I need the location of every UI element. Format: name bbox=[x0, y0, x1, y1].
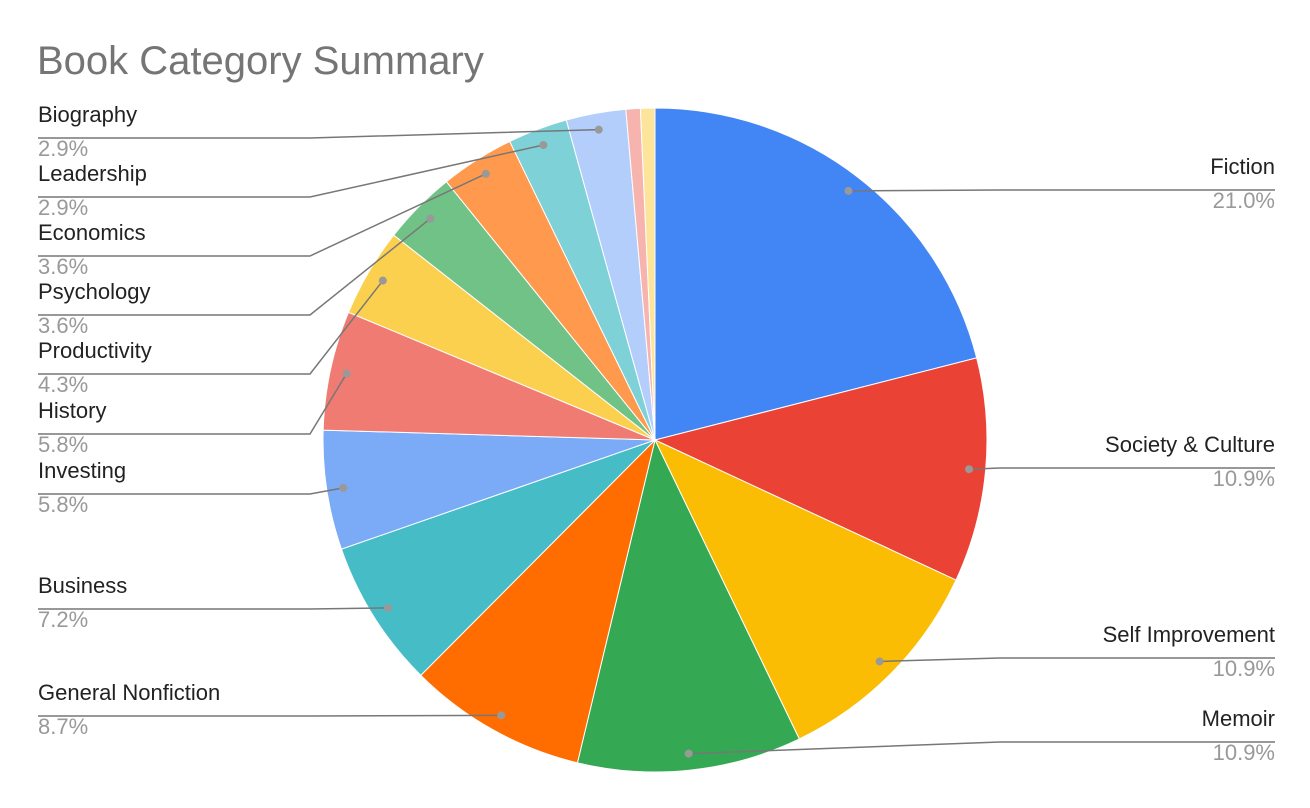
slice-value-label: 2.9% bbox=[38, 195, 88, 220]
leader-line bbox=[38, 217, 431, 316]
slice-label: Memoir bbox=[1202, 706, 1275, 731]
leader-dot bbox=[539, 141, 548, 150]
slice-value-label: 10.9% bbox=[1213, 740, 1275, 765]
slice-value-label: 5.8% bbox=[38, 492, 88, 517]
slice-value-label: 8.7% bbox=[38, 714, 88, 739]
leader-dot bbox=[339, 483, 348, 492]
pie-slice bbox=[420, 438, 656, 764]
slice-value-label: 5.8% bbox=[38, 432, 88, 457]
leader-dot bbox=[684, 749, 693, 758]
pie-slice bbox=[639, 107, 656, 441]
leader-dot bbox=[383, 603, 392, 612]
slice-value-label: 4.3% bbox=[38, 372, 88, 397]
slice-label: Fiction bbox=[1210, 154, 1275, 179]
slice-label: Economics bbox=[38, 220, 146, 245]
slice-value-label: 21.0% bbox=[1213, 188, 1275, 213]
leader-dot bbox=[378, 276, 387, 285]
leader-line bbox=[879, 657, 1275, 663]
slice-value-label: 3.6% bbox=[38, 254, 88, 279]
leader-line bbox=[38, 373, 348, 435]
slice-value-label: 7.2% bbox=[38, 607, 88, 632]
leader-line bbox=[38, 280, 384, 375]
leader-dot bbox=[426, 214, 435, 223]
slice-label: General Nonfiction bbox=[38, 680, 220, 705]
leader-dot bbox=[497, 711, 506, 720]
chart-title: Book Category Summary bbox=[37, 39, 484, 83]
leader-dot bbox=[844, 186, 853, 195]
leader-line bbox=[38, 128, 599, 139]
leader-dot bbox=[875, 657, 884, 666]
leader-line bbox=[848, 189, 1275, 192]
leader-dot bbox=[965, 465, 974, 474]
leader-line bbox=[38, 144, 544, 198]
slice-value-label: 10.9% bbox=[1213, 656, 1275, 681]
slice-label: Self Improvement bbox=[1103, 622, 1275, 647]
pie-slice bbox=[654, 107, 978, 441]
slice-label: History bbox=[38, 398, 106, 423]
leader-line bbox=[969, 467, 1275, 470]
leader-dot bbox=[342, 369, 351, 378]
slice-label: Investing bbox=[38, 458, 126, 483]
slice-label: Society & Culture bbox=[1105, 432, 1275, 457]
slice-label: Biography bbox=[38, 102, 137, 127]
pie-slice bbox=[340, 439, 656, 677]
pie-slice bbox=[576, 438, 800, 773]
leader-line bbox=[38, 607, 389, 610]
leader-line bbox=[38, 173, 487, 257]
slice-label: Business bbox=[38, 573, 127, 598]
leader-line bbox=[38, 714, 502, 717]
leader-dot bbox=[481, 169, 490, 178]
leader-line bbox=[38, 487, 344, 495]
slice-label: Psychology bbox=[38, 279, 151, 304]
pie-slice bbox=[653, 357, 988, 581]
slice-label: Leadership bbox=[38, 161, 147, 186]
slice-value-label: 10.9% bbox=[1213, 466, 1275, 491]
slice-value-label: 2.9% bbox=[38, 136, 88, 161]
slice-label: Productivity bbox=[38, 338, 152, 363]
slice-value-label: 3.6% bbox=[38, 313, 88, 338]
leader-line bbox=[688, 741, 1275, 755]
leader-dot bbox=[594, 125, 603, 134]
